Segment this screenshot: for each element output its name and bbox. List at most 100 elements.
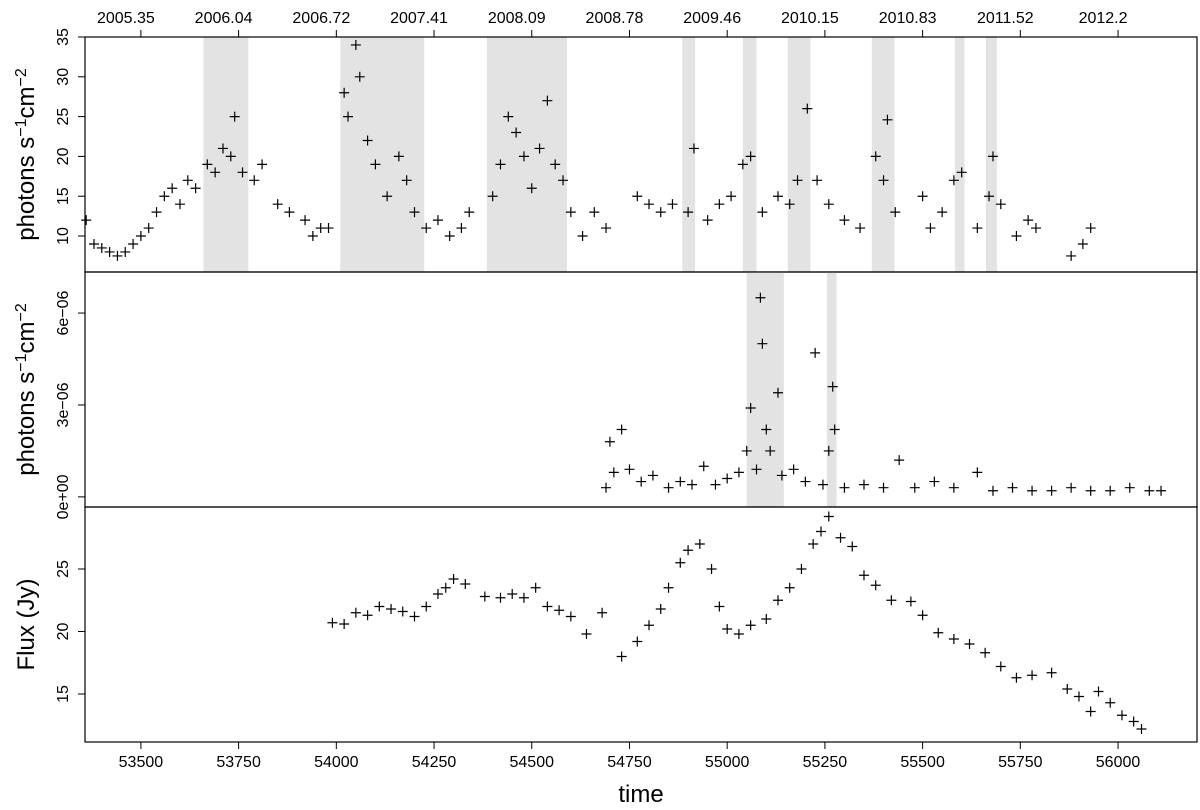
point — [808, 539, 819, 549]
point — [550, 159, 561, 170]
point — [624, 464, 635, 475]
point — [608, 467, 619, 478]
point — [722, 624, 733, 634]
y-axis-label: photons s−1cm−2 — [13, 68, 41, 241]
point — [702, 215, 713, 226]
point — [210, 167, 221, 178]
point — [374, 601, 385, 612]
x-tick-label: 54750 — [607, 754, 652, 771]
superscript: −2 — [13, 68, 30, 86]
point — [987, 151, 998, 162]
point — [542, 95, 553, 106]
point — [604, 436, 615, 447]
point — [1156, 485, 1167, 496]
point — [847, 541, 858, 552]
point — [772, 595, 783, 606]
point — [272, 199, 283, 210]
point — [479, 591, 490, 602]
point — [972, 223, 983, 234]
point — [565, 611, 576, 622]
point — [1136, 724, 1147, 734]
point — [350, 607, 361, 618]
x2-tick-label: 2007.41 — [390, 10, 448, 27]
point — [917, 610, 928, 621]
point — [714, 601, 725, 612]
x2-tick-label: 2005.35 — [97, 10, 155, 27]
point — [737, 159, 748, 170]
point — [761, 424, 772, 435]
point — [565, 207, 576, 218]
highlight-band — [203, 37, 249, 272]
point — [460, 579, 471, 589]
point — [327, 617, 338, 628]
point — [802, 103, 813, 114]
point — [257, 159, 268, 170]
point — [706, 564, 717, 574]
panel-frame — [84, 271, 1198, 508]
point — [421, 601, 432, 612]
x2-tick-label: 2009.46 — [683, 10, 741, 27]
point — [1046, 485, 1057, 496]
point — [733, 629, 744, 639]
point — [1073, 691, 1084, 702]
point — [120, 246, 131, 257]
point — [601, 223, 612, 234]
point — [878, 482, 889, 493]
point — [448, 574, 459, 584]
point — [726, 191, 737, 202]
point — [167, 183, 178, 194]
point — [757, 207, 768, 218]
point — [1066, 482, 1077, 493]
point — [530, 582, 541, 593]
point — [788, 464, 799, 475]
point — [733, 467, 744, 478]
point — [972, 467, 983, 478]
point — [647, 470, 658, 481]
point — [225, 151, 236, 162]
point — [829, 424, 840, 435]
point — [96, 242, 107, 253]
point — [432, 215, 443, 226]
point — [675, 557, 686, 568]
point — [616, 651, 627, 662]
x2-tick-label: 2012.2 — [1079, 10, 1128, 27]
x-tick-label: 53500 — [119, 754, 164, 771]
point — [300, 215, 311, 226]
point — [1105, 485, 1116, 496]
point — [925, 223, 936, 234]
point — [710, 479, 721, 490]
point — [937, 207, 948, 218]
point — [956, 167, 967, 178]
point — [495, 159, 506, 170]
point — [817, 479, 828, 490]
highlight-band — [682, 37, 696, 272]
point — [518, 592, 529, 603]
point — [1116, 710, 1127, 721]
label-part: cm — [13, 86, 40, 118]
point — [464, 207, 475, 218]
point — [1105, 697, 1116, 708]
point — [339, 87, 350, 98]
point — [202, 159, 213, 170]
point — [597, 607, 608, 618]
highlight-band — [787, 37, 811, 272]
y-tick-label: 35 — [55, 28, 72, 46]
point — [810, 347, 821, 358]
point — [151, 207, 162, 218]
point — [534, 143, 545, 154]
point — [1027, 485, 1038, 496]
point — [507, 589, 518, 599]
y-tick-label: 0e+00 — [55, 474, 72, 519]
panel-frame — [84, 506, 1198, 743]
point — [217, 143, 228, 154]
point — [1030, 223, 1041, 234]
point — [772, 191, 783, 202]
point — [776, 470, 787, 481]
label-part: photons s — [13, 372, 40, 476]
point — [284, 207, 295, 218]
point — [688, 143, 699, 154]
y-tick-label: 25 — [55, 560, 72, 578]
point — [1023, 215, 1034, 226]
point — [409, 611, 420, 622]
